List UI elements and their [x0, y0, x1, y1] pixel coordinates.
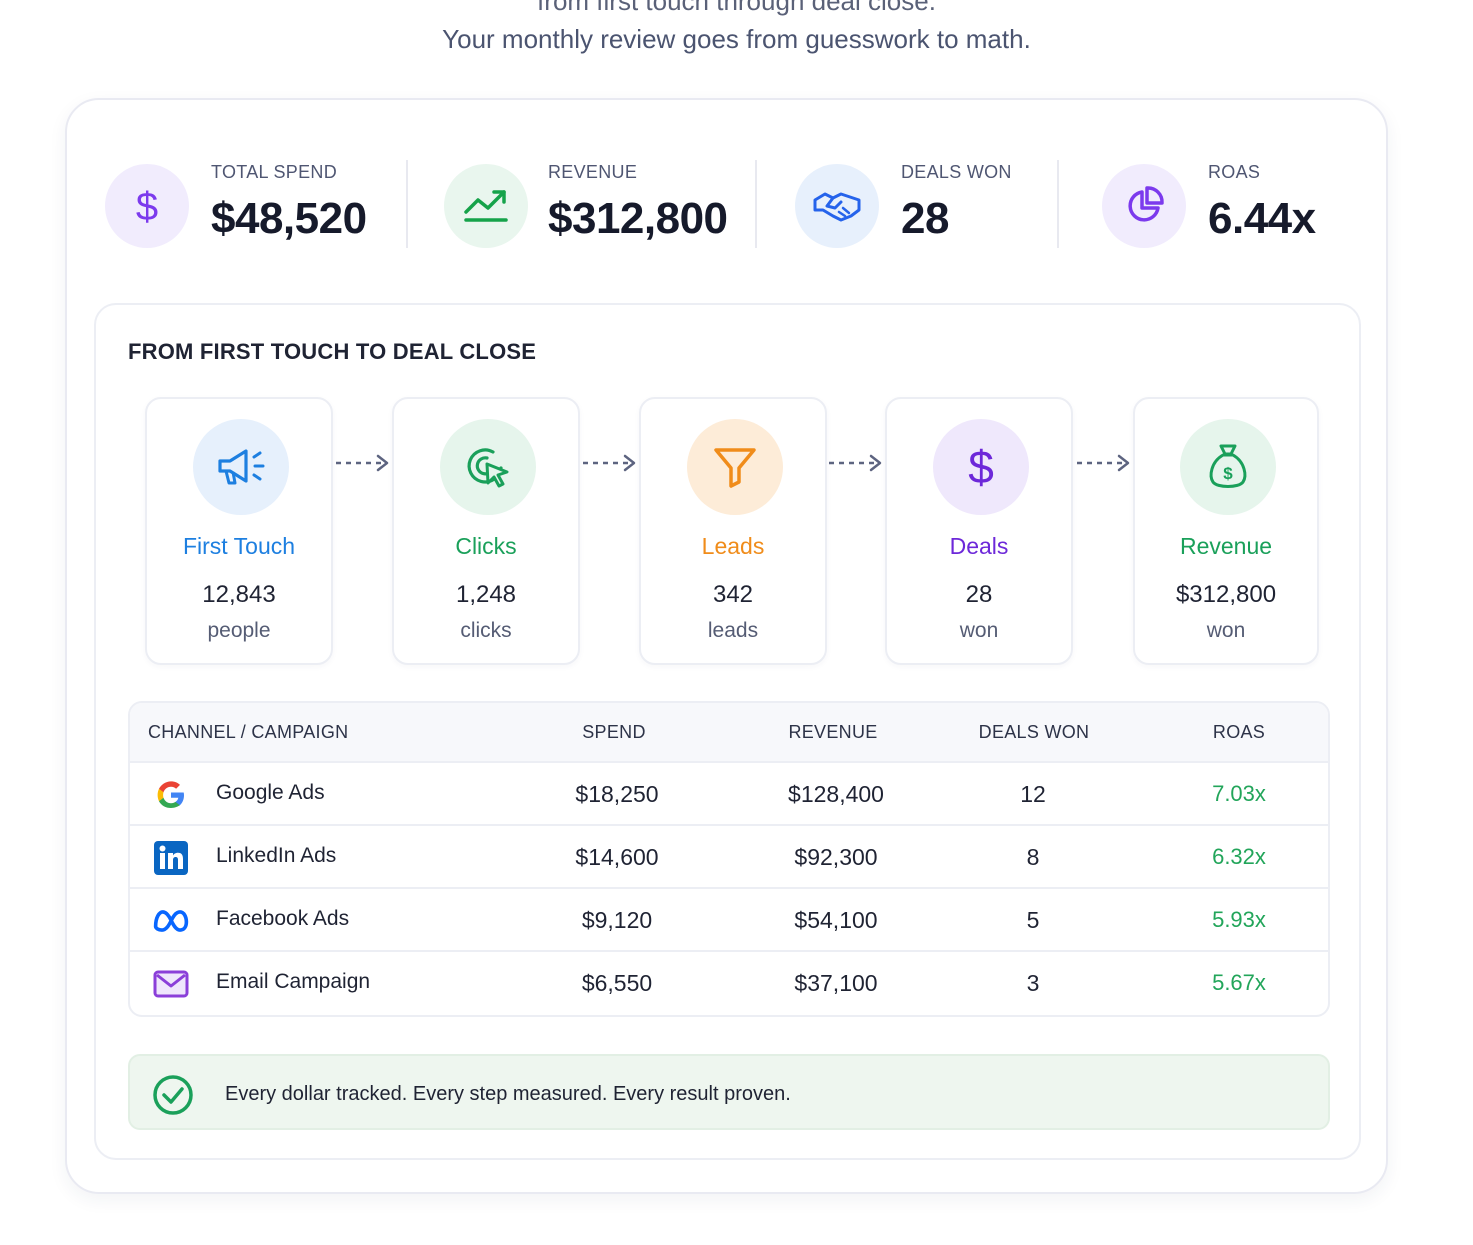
stage-unit: clicks — [460, 619, 512, 642]
cell-deals: 5 — [1026, 907, 1040, 933]
kpi-label: REVENUE — [548, 162, 638, 182]
kpi-value: 28 — [901, 194, 949, 243]
headline: from first touch through deal close. — [537, 0, 936, 16]
channel-table: CHANNEL / CAMPAIGN SPEND REVENUE DEALS W… — [128, 701, 1330, 1017]
stage-unit: won — [959, 619, 999, 642]
kpi-label: TOTAL SPEND — [211, 162, 337, 182]
check-circle-icon — [153, 1075, 193, 1115]
kpi-divider — [1057, 160, 1059, 248]
header-spend: SPEND — [582, 722, 646, 742]
panel-title: FROM FIRST TOUCH TO DEAL CLOSE — [128, 339, 537, 364]
table-row[interactable]: LinkedIn Ads $14,600 $92,300 8 6.32x — [130, 826, 1328, 889]
stage-value: 342 — [712, 581, 754, 608]
subtitle: Your monthly review goes from guesswork … — [442, 24, 1031, 54]
cell-deals: 12 — [1020, 781, 1046, 807]
stage-value: $312,800 — [1175, 581, 1277, 608]
stage-name: Revenue — [1179, 533, 1273, 559]
cell-revenue: $54,100 — [794, 907, 878, 933]
kpi-label: DEALS WON — [901, 162, 1012, 182]
header-revenue: REVENUE — [788, 722, 878, 742]
stage-unit: people — [207, 619, 271, 642]
cell-spend: $9,120 — [581, 907, 653, 933]
channel-name: Facebook Ads — [216, 907, 350, 930]
banner-text: Every dollar tracked. Every step measure… — [225, 1083, 791, 1105]
money-bag-icon: $ — [1180, 419, 1276, 515]
stage-clicks: Clicks 1,248 clicks — [392, 397, 580, 665]
kpi-divider — [755, 160, 757, 248]
stage-unit: won — [1206, 619, 1246, 642]
channel-name: Email Campaign — [216, 970, 371, 993]
cell-deals: 8 — [1026, 844, 1040, 870]
cell-spend: $18,250 — [575, 781, 659, 807]
header-roas: ROAS — [1212, 722, 1266, 742]
table-row[interactable]: Email Campaign $6,550 $37,100 3 5.67x — [130, 952, 1328, 1015]
funnel-panel: FROM FIRST TOUCH TO DEAL CLOSE First Tou… — [94, 303, 1361, 1160]
stage-value: 12,843 — [202, 581, 276, 608]
kpi-label: ROAS — [1208, 162, 1261, 182]
kpi-value: 6.44x — [1208, 194, 1316, 243]
stage-first-touch: First Touch 12,843 people — [145, 397, 333, 665]
dollar-icon: $ — [933, 419, 1029, 515]
table-row[interactable]: Facebook Ads $9,120 $54,100 5 5.93x — [130, 889, 1328, 952]
linkedin-icon — [152, 840, 190, 876]
megaphone-icon — [193, 419, 289, 515]
kpi-value: $48,520 — [211, 194, 367, 243]
attribution-card: $ TOTAL SPEND $48,520 REVENUE $312,800 D… — [65, 98, 1388, 1194]
arrow-right-icon — [583, 454, 636, 472]
stage-value: 28 — [965, 581, 993, 608]
svg-text:$: $ — [1223, 464, 1233, 483]
channel-name: LinkedIn Ads — [216, 844, 337, 867]
table-header: CHANNEL / CAMPAIGN SPEND REVENUE DEALS W… — [130, 703, 1328, 763]
stage-value: 1,248 — [455, 581, 517, 608]
cell-deals: 3 — [1026, 970, 1040, 996]
stage-name: First Touch — [182, 533, 296, 559]
dollar-icon: $ — [105, 164, 189, 248]
header-channel: CHANNEL / CAMPAIGN — [148, 722, 349, 742]
cell-roas: 5.93x — [1212, 907, 1266, 932]
stage-deals: $ Deals 28 won — [885, 397, 1073, 665]
kpi-deals-won: DEALS WON 28 — [795, 160, 1055, 260]
kpi-total-spend: $ TOTAL SPEND $48,520 — [105, 160, 395, 260]
cursor-click-icon — [440, 419, 536, 515]
kpi-roas: ROAS 6.44x — [1102, 160, 1342, 260]
stage-revenue: $ Revenue $312,800 won — [1133, 397, 1319, 665]
cell-revenue: $92,300 — [794, 844, 878, 870]
cell-roas: 6.32x — [1212, 844, 1266, 869]
table-row[interactable]: Google Ads $18,250 $128,400 12 7.03x — [130, 763, 1328, 826]
cell-spend: $6,550 — [581, 970, 653, 996]
cell-revenue: $128,400 — [788, 781, 884, 807]
kpi-value: $312,800 — [548, 194, 728, 243]
cell-roas: 5.67x — [1212, 970, 1266, 995]
handshake-icon — [795, 164, 879, 248]
arrow-right-icon — [336, 454, 389, 472]
stage-leads: Leads 342 leads — [639, 397, 827, 665]
cell-roas: 7.03x — [1212, 781, 1266, 806]
header-deals-won: DEALS WON — [978, 722, 1090, 742]
google-icon — [152, 777, 190, 813]
meta-icon — [152, 903, 190, 939]
stage-name: Clicks — [455, 533, 517, 559]
funnel-icon — [687, 419, 783, 515]
summary-banner: Every dollar tracked. Every step measure… — [128, 1054, 1330, 1130]
svg-text:$: $ — [136, 185, 158, 229]
arrow-right-icon — [1077, 454, 1130, 472]
stage-unit: leads — [707, 619, 759, 642]
cell-revenue: $37,100 — [794, 970, 878, 996]
channel-name: Google Ads — [216, 781, 325, 804]
trend-up-icon — [444, 164, 528, 248]
kpi-revenue: REVENUE $312,800 — [444, 160, 764, 260]
cell-spend: $14,600 — [575, 844, 659, 870]
arrow-right-icon — [829, 454, 882, 472]
pie-chart-icon — [1102, 164, 1186, 248]
svg-text:$: $ — [968, 441, 994, 493]
kpi-divider — [406, 160, 408, 248]
stage-name: Deals — [949, 533, 1009, 559]
mail-icon — [152, 966, 190, 1002]
stage-name: Leads — [701, 533, 765, 559]
